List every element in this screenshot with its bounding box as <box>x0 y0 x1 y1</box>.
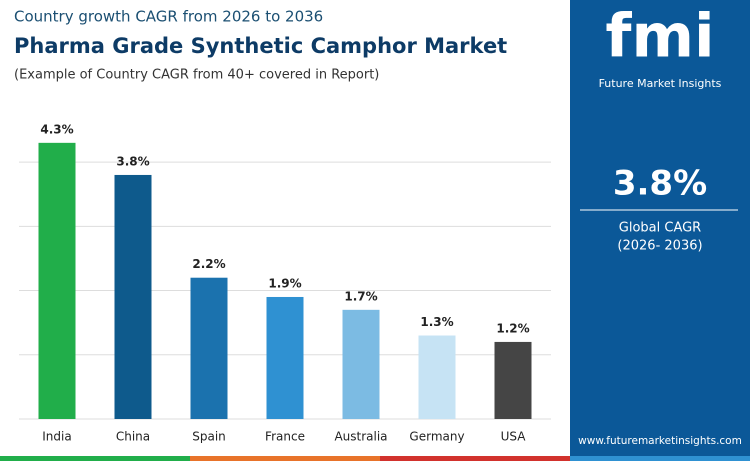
value-label: 3.8% <box>116 154 149 168</box>
x-tick-label: Australia <box>334 430 387 444</box>
value-label: 1.7% <box>344 289 377 303</box>
value-label: 1.3% <box>420 315 453 329</box>
footer-strip <box>0 456 190 461</box>
value-label: 1.2% <box>496 321 529 335</box>
url: www.futuremarketinsights.com <box>578 435 742 447</box>
footer-strip <box>190 456 380 461</box>
x-tick-label: USA <box>501 430 527 444</box>
bar <box>266 296 304 419</box>
x-tick-label: Spain <box>192 430 226 444</box>
side-panel <box>570 0 750 461</box>
value-label: 1.9% <box>268 276 301 290</box>
bar <box>418 335 456 419</box>
bar <box>38 142 76 419</box>
value-label: 2.2% <box>192 257 225 271</box>
x-tick-label: India <box>42 430 71 444</box>
value-label: 4.3% <box>40 122 73 136</box>
cagr-label: Global CAGR <box>619 221 701 236</box>
brand: Future Market Insights <box>599 77 722 90</box>
x-tick-label: China <box>116 430 150 444</box>
bar <box>494 341 532 419</box>
logo: fmi <box>605 2 714 72</box>
footer-strip <box>570 456 750 461</box>
x-tick-label: Germany <box>409 430 464 444</box>
chart-title: Pharma Grade Synthetic Camphor Market <box>14 34 507 58</box>
bar <box>190 277 228 419</box>
note: (Example of Country CAGR from 40+ covere… <box>14 68 379 83</box>
cagr-period: (2026- 2036) <box>617 239 702 254</box>
bar <box>114 174 152 419</box>
subtitle: Country growth CAGR from 2026 to 2036 <box>14 8 323 26</box>
footer-strip <box>380 456 570 461</box>
x-tick-label: France <box>265 430 305 444</box>
cagr-value: 3.8% <box>613 164 707 204</box>
bar <box>342 309 380 419</box>
